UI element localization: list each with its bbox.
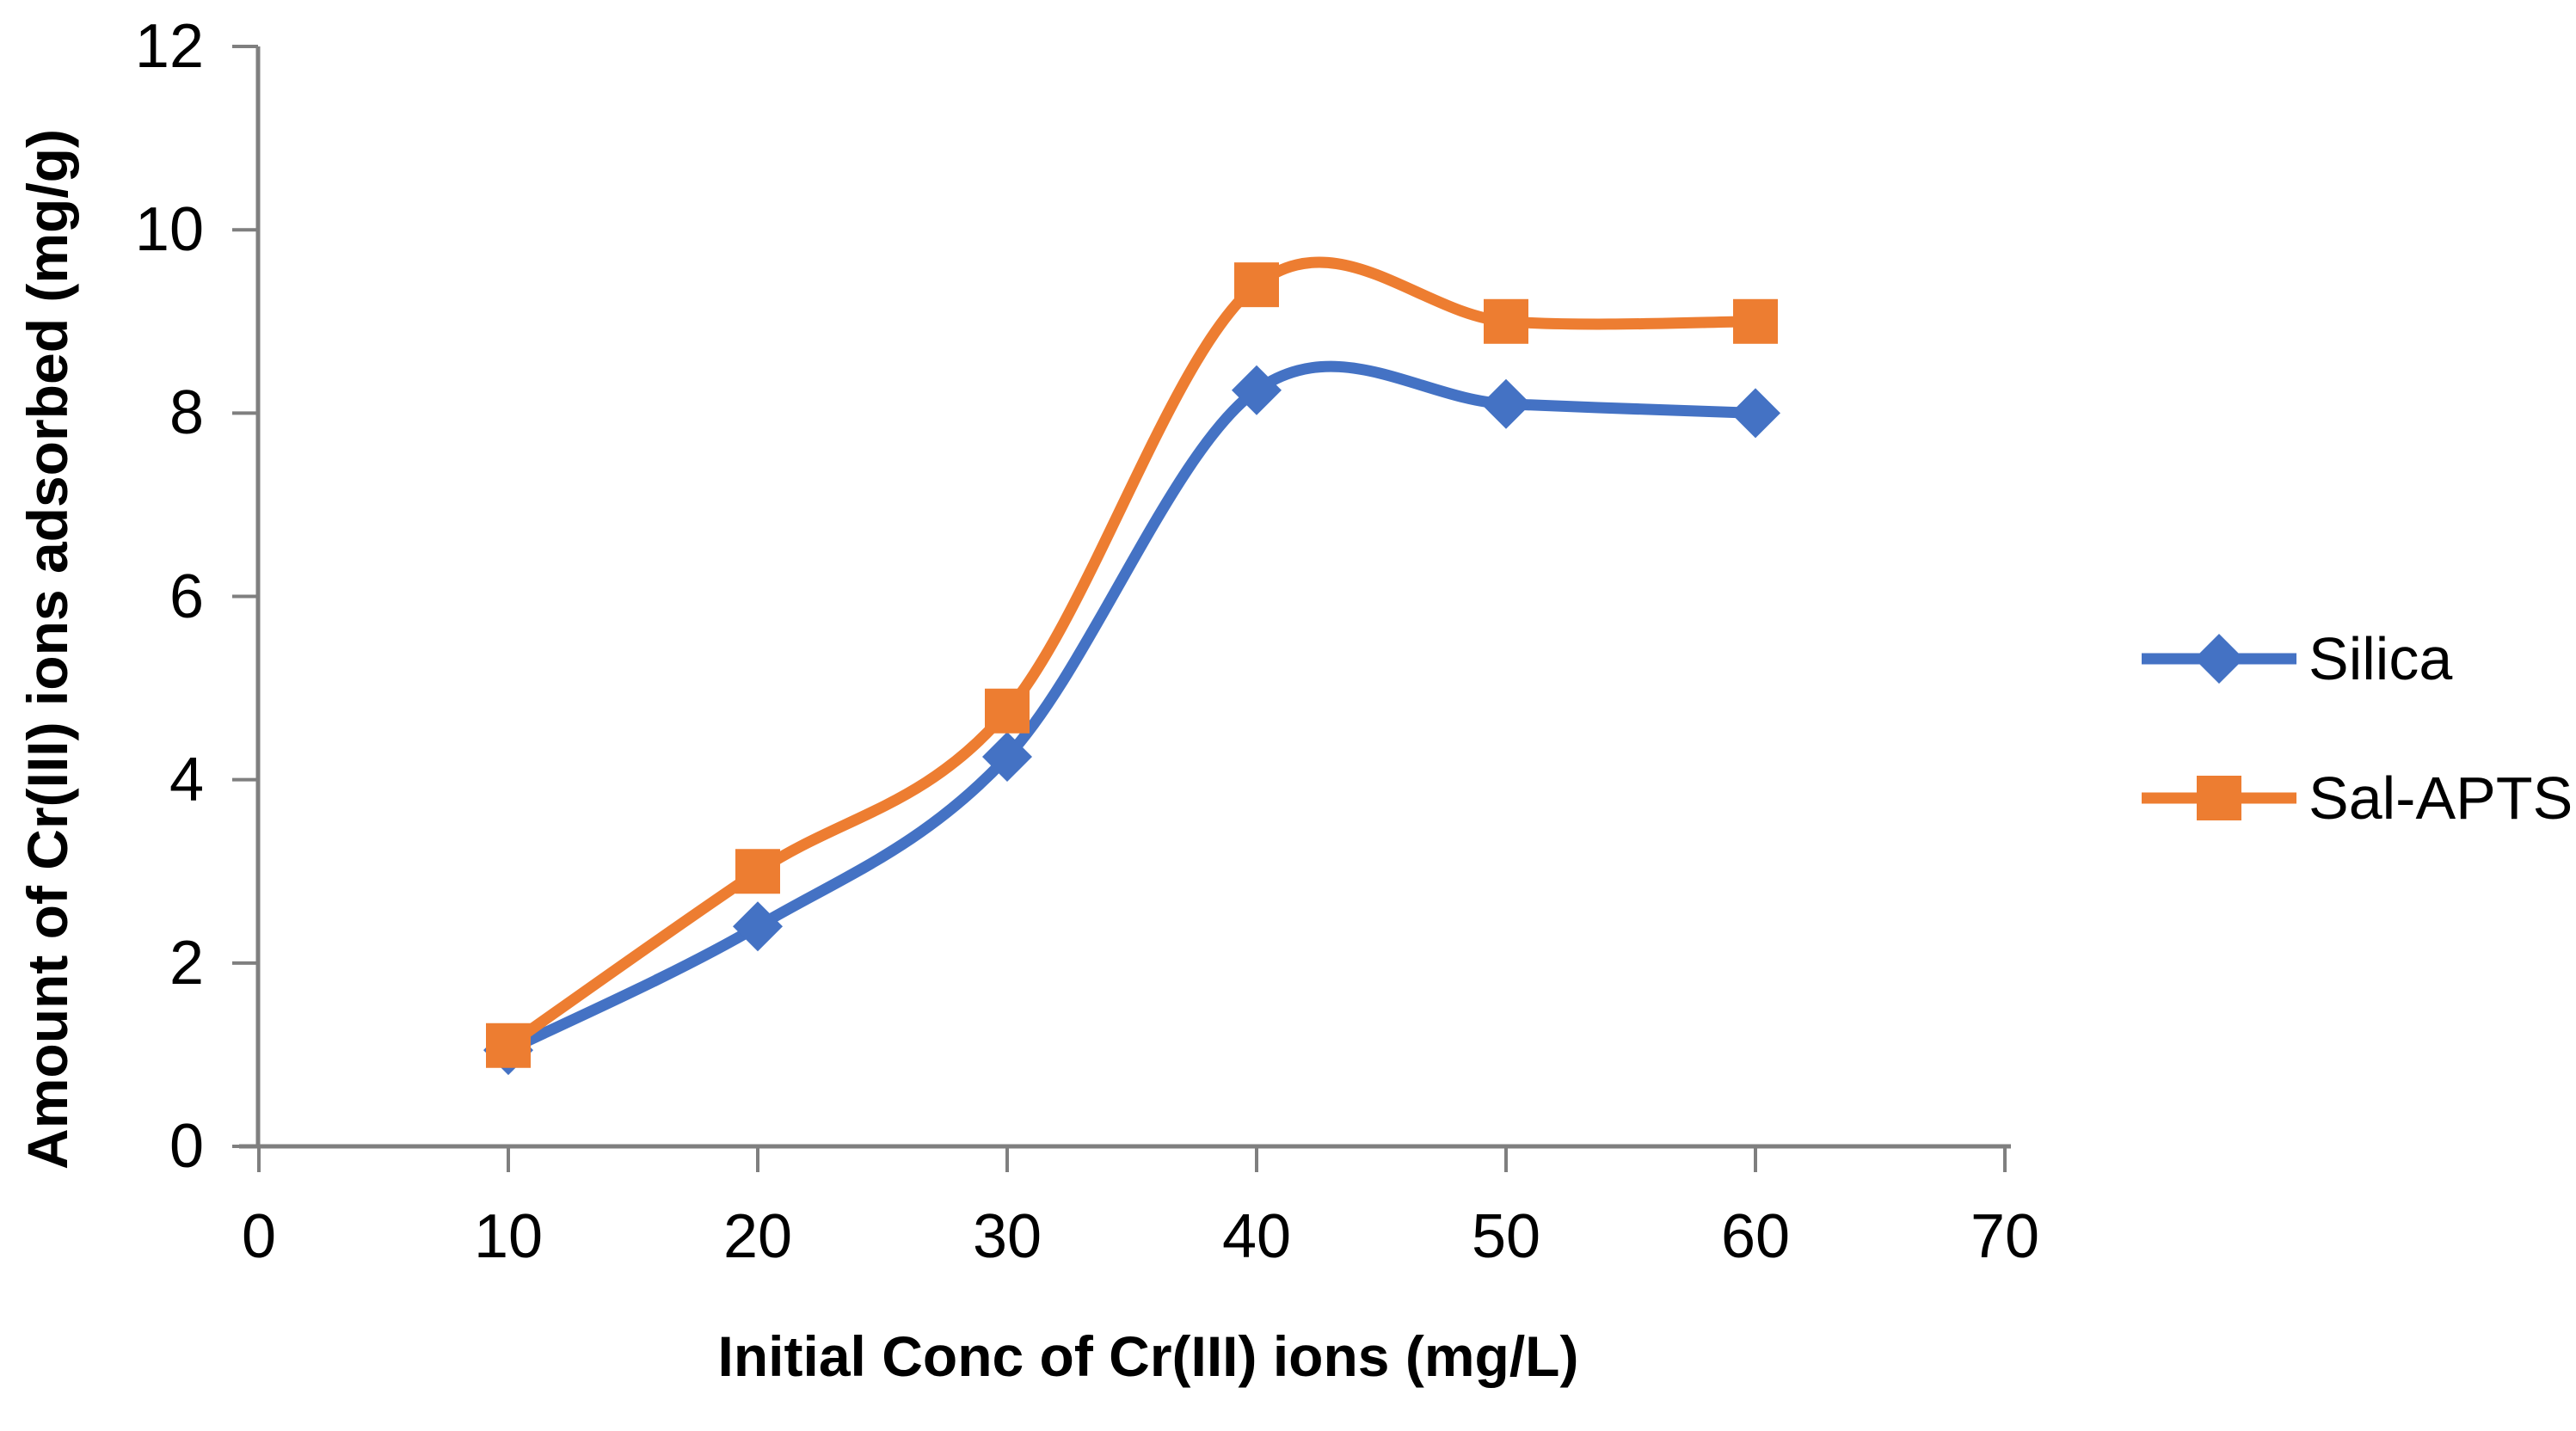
sal-apts-marker [1733,298,1778,344]
x-tick-label: 70 [1970,1202,2040,1271]
x-axis-title: Initial Conc of Cr(III) ions (mg/L) [717,1324,1579,1388]
silica-marker [1731,388,1780,439]
x-tick-label: 30 [972,1202,1042,1271]
legend-marker-sal-apts [2142,776,2296,820]
silica-marker [1232,365,1282,415]
legend-label-silica: Silica [2309,625,2453,692]
sal-apts-marker [1484,298,1528,344]
legend-marker-silica [2142,634,2296,684]
silica-marker [982,732,1032,783]
silica-marker [1481,378,1531,429]
sal-apts-series [486,256,1778,1068]
y-tick-label: 10 [134,195,204,265]
legend-label-sal-apts: Sal-APTS [2309,765,2573,832]
sal-apts-marker [735,849,780,894]
y-tick-label: 4 [169,745,204,814]
y-axis-title: Amount of Cr(III) ions adsorbed (mg/g) [15,129,79,1170]
y-tick-label: 12 [134,12,204,82]
silica-marker [733,901,783,952]
y-tick-label: 0 [169,1112,204,1181]
x-tick-label: 20 [722,1202,793,1271]
x-tick-label: 40 [1221,1202,1292,1271]
legend-square-icon [2197,776,2241,820]
x-tick-label: 10 [473,1202,544,1271]
y-tick-label: 8 [169,378,204,448]
x-tick-label: 60 [1720,1202,1791,1271]
y-tick-label: 2 [169,928,204,998]
sal-apts-marker [1234,262,1279,308]
x-tick-label: 0 [241,1202,277,1271]
y-tick-label: 6 [169,562,204,631]
sal-apts-marker [486,1023,531,1068]
silica-series [483,360,1780,1076]
legend-item-sal-apts: Sal-APTS [2142,765,2573,832]
legend-item-silica: Silica [2142,625,2452,692]
legend-diamond-icon [2194,634,2244,684]
sal-apts-series-line [502,256,1761,1052]
sal-apts-marker [985,688,1030,734]
silica-series-line [502,360,1761,1056]
x-tick-label: 50 [1471,1202,1541,1271]
